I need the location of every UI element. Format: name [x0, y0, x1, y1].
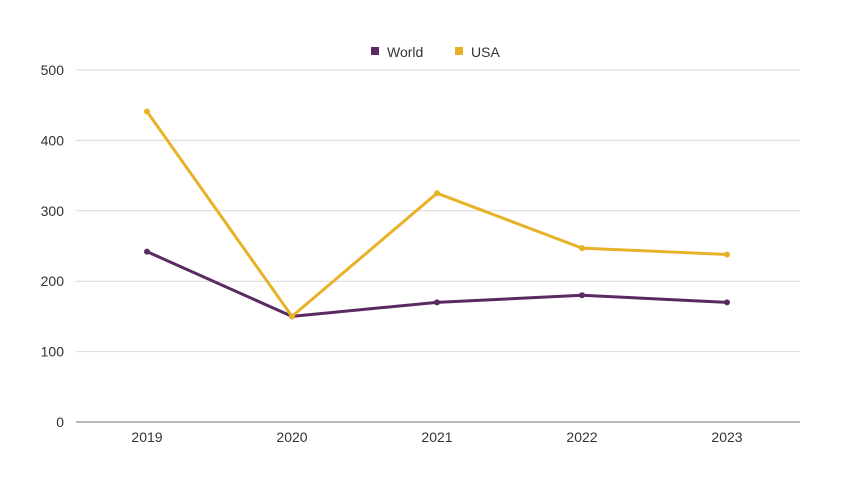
data-point-world: [434, 299, 440, 306]
y-tick-label: 200: [41, 273, 65, 289]
data-point-world: [724, 299, 730, 306]
gridlines: [76, 69, 800, 353]
y-tick-label: 0: [56, 414, 64, 430]
data-point-usa: [434, 190, 440, 197]
legend-label: USA: [471, 44, 500, 60]
legend-swatch-world: [371, 47, 379, 55]
legend-label: World: [387, 44, 423, 60]
y-tick-label: 400: [41, 132, 65, 148]
data-point-world: [579, 292, 585, 299]
y-tick-label: 500: [41, 62, 65, 78]
x-tick-label: 2021: [421, 429, 452, 445]
x-tick-label: 2023: [711, 429, 742, 445]
x-tick-label: 2022: [566, 429, 597, 445]
legend-swatch-usa: [455, 47, 463, 55]
data-point-usa: [144, 108, 150, 115]
data-point-world: [144, 248, 150, 255]
data-point-usa: [724, 251, 730, 258]
axes: 0 100 200 300 400 500 2019 2020 2021 2022 2023: [41, 62, 800, 445]
y-tick-label: 100: [41, 344, 65, 360]
data-point-usa: [579, 245, 585, 252]
x-tick-label: 2019: [131, 429, 162, 445]
series-line-usa: [145, 110, 729, 318]
series-lines: [144, 108, 730, 320]
series-line-world: [145, 250, 729, 318]
legend: World USA: [371, 44, 500, 60]
y-tick-label: 300: [41, 203, 65, 219]
x-tick-label: 2020: [276, 429, 307, 445]
data-point-usa: [289, 313, 295, 320]
